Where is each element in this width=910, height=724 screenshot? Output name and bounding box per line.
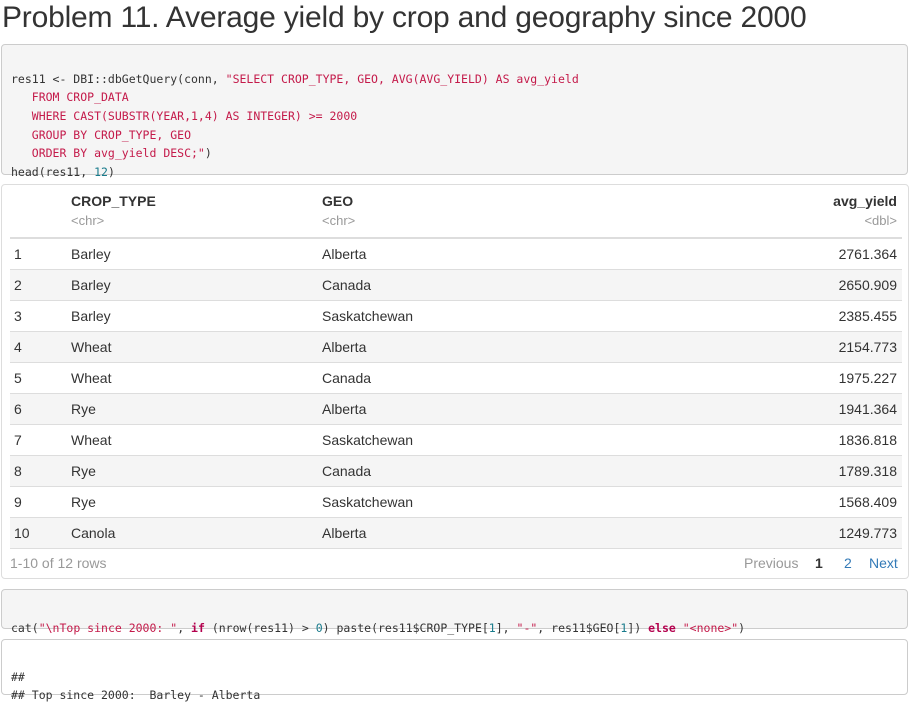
code-string: GROUP BY CROP_TYPE, GEO [11, 127, 192, 142]
cell-crop-type: Rye [71, 463, 96, 479]
table-body: 1 Barley Alberta 2761.364 2 Barley Canada 2650.… [10, 239, 902, 549]
column-type-geo: <chr> [322, 213, 356, 228]
paged-table: CROP_TYPE <chr> GEO <chr> avg_yield <dbl… [1, 184, 909, 579]
page-1-button[interactable]: 1 [815, 555, 823, 571]
cell-avg-yield: 1836.818 [838, 432, 897, 448]
cell-geo: Saskatchewan [322, 432, 414, 448]
row-range-info: 1-10 of 12 rows [10, 555, 107, 571]
table-row: 1 Barley Alberta 2761.364 [10, 239, 902, 270]
column-type-crop-type: <chr> [71, 213, 105, 228]
cell-geo: Canada [322, 277, 372, 293]
cell-avg-yield: 1568.409 [838, 494, 897, 510]
code-number: 1 [488, 620, 496, 635]
code-text: , [177, 620, 192, 635]
code-text: ) [204, 146, 212, 161]
code-number: 12 [94, 165, 108, 180]
table-row: 3 Barley Saskatchewan 2385.455 [10, 301, 902, 332]
code-keyword: else [648, 620, 676, 635]
code-text: ) [107, 165, 115, 180]
row-index: 1 [14, 246, 22, 262]
column-header-geo[interactable]: GEO [322, 193, 354, 209]
cell-avg-yield: 2650.909 [838, 277, 897, 293]
row-index: 10 [14, 525, 30, 541]
cell-geo: Alberta [322, 246, 367, 262]
row-index: 7 [14, 432, 22, 448]
cell-avg-yield: 1941.364 [838, 401, 897, 417]
next-page-button[interactable]: Next [869, 555, 898, 571]
data-table: CROP_TYPE <chr> GEO <chr> avg_yield <dbl… [10, 185, 902, 549]
column-type-avg-yield: <dbl> [864, 213, 897, 228]
table-pager: 1-10 of 12 rows Previous 1 2 Next [10, 555, 902, 575]
table-row: 5 Wheat Canada 1975.227 [10, 363, 902, 394]
table-row: 4 Wheat Alberta 2154.773 [10, 332, 902, 363]
code-output: ## ## Top since 2000: Barley - Alberta [1, 639, 908, 702]
column-header-avg-yield[interactable]: avg_yield [833, 193, 897, 209]
code-text [676, 621, 683, 635]
table-row: 8 Rye Canada 1789.318 [10, 456, 902, 487]
row-index: 9 [14, 494, 22, 510]
code-text: ) paste(res11$CROP_TYPE[ [322, 620, 489, 635]
cell-avg-yield: 2761.364 [838, 246, 897, 262]
code-string: ORDER BY avg_yield DESC;" [11, 146, 205, 161]
code-text: , res11$GEO[ [537, 620, 621, 635]
page-title: Problem 11. Average yield by crop and ge… [2, 1, 807, 34]
cell-geo: Saskatchewan [322, 308, 414, 324]
code-string: "\nTop since 2000: " [38, 620, 178, 635]
cell-avg-yield: 1249.773 [838, 525, 897, 541]
column-header-crop-type[interactable]: CROP_TYPE [71, 193, 156, 209]
cell-geo: Alberta [322, 401, 367, 417]
cell-crop-type: Wheat [71, 432, 112, 448]
table-row: 10 Canola Alberta 1249.773 [10, 518, 902, 549]
code-text: head(res11, [11, 165, 95, 180]
code-text: ) [738, 620, 746, 635]
row-index: 8 [14, 463, 22, 479]
output-line: ## [11, 669, 25, 684]
previous-page-button[interactable]: Previous [744, 555, 799, 571]
cell-geo: Alberta [322, 339, 367, 355]
table-row: 2 Barley Canada 2650.909 [10, 270, 902, 301]
cell-crop-type: Canola [71, 525, 116, 541]
code-number: 1 [620, 620, 628, 635]
table-row: 9 Rye Saskatchewan 1568.409 [10, 487, 902, 518]
cell-crop-type: Barley [71, 277, 111, 293]
cell-crop-type: Barley [71, 308, 111, 324]
row-index: 3 [14, 308, 22, 324]
cell-crop-type: Wheat [71, 339, 112, 355]
code-string: WHERE CAST(SUBSTR(YEAR,1,4) AS INTEGER) … [11, 109, 358, 124]
cell-crop-type: Rye [71, 401, 96, 417]
cell-geo: Saskatchewan [322, 494, 414, 510]
cell-avg-yield: 1975.227 [838, 370, 897, 386]
code-text: cat( [11, 620, 39, 635]
cell-crop-type: Barley [71, 246, 111, 262]
cell-geo: Canada [322, 463, 372, 479]
cell-avg-yield: 1789.318 [838, 463, 897, 479]
row-index: 6 [14, 401, 22, 417]
code-number: 0 [315, 620, 323, 635]
cell-geo: Canada [322, 370, 372, 386]
cell-crop-type: Rye [71, 494, 96, 510]
page-2-button[interactable]: 2 [844, 555, 852, 571]
row-index: 5 [14, 370, 22, 386]
row-index: 4 [14, 339, 22, 355]
table-header: CROP_TYPE <chr> GEO <chr> avg_yield <dbl… [10, 185, 902, 239]
code-text: res11 <- DBI::dbGetQuery(conn, [11, 71, 226, 86]
output-line: ## Top since 2000: Barley - Alberta [11, 688, 261, 703]
table-row: 6 Rye Alberta 1941.364 [10, 394, 902, 425]
code-chunk-query: res11 <- DBI::dbGetQuery(conn, "SELECT C… [1, 44, 908, 179]
code-string: "-" [516, 620, 538, 635]
code-string: FROM CROP_DATA [11, 90, 129, 105]
code-chunk-cat: cat("\nTop since 2000: ", if (nrow(res11… [1, 589, 908, 635]
code-text: ]) [627, 620, 649, 635]
code-string: "<none>" [682, 620, 739, 635]
row-index: 2 [14, 277, 22, 293]
table-row: 7 Wheat Saskatchewan 1836.818 [10, 425, 902, 456]
code-text: (nrow(res11) > [204, 620, 316, 635]
code-text: ], [495, 620, 517, 635]
code-keyword: if [191, 620, 205, 635]
cell-geo: Alberta [322, 525, 367, 541]
cell-avg-yield: 2154.773 [838, 339, 897, 355]
code-string: "SELECT CROP_TYPE, GEO, AVG(AVG_YIELD) A… [225, 71, 579, 86]
cell-crop-type: Wheat [71, 370, 112, 386]
cell-avg-yield: 2385.455 [838, 308, 897, 324]
